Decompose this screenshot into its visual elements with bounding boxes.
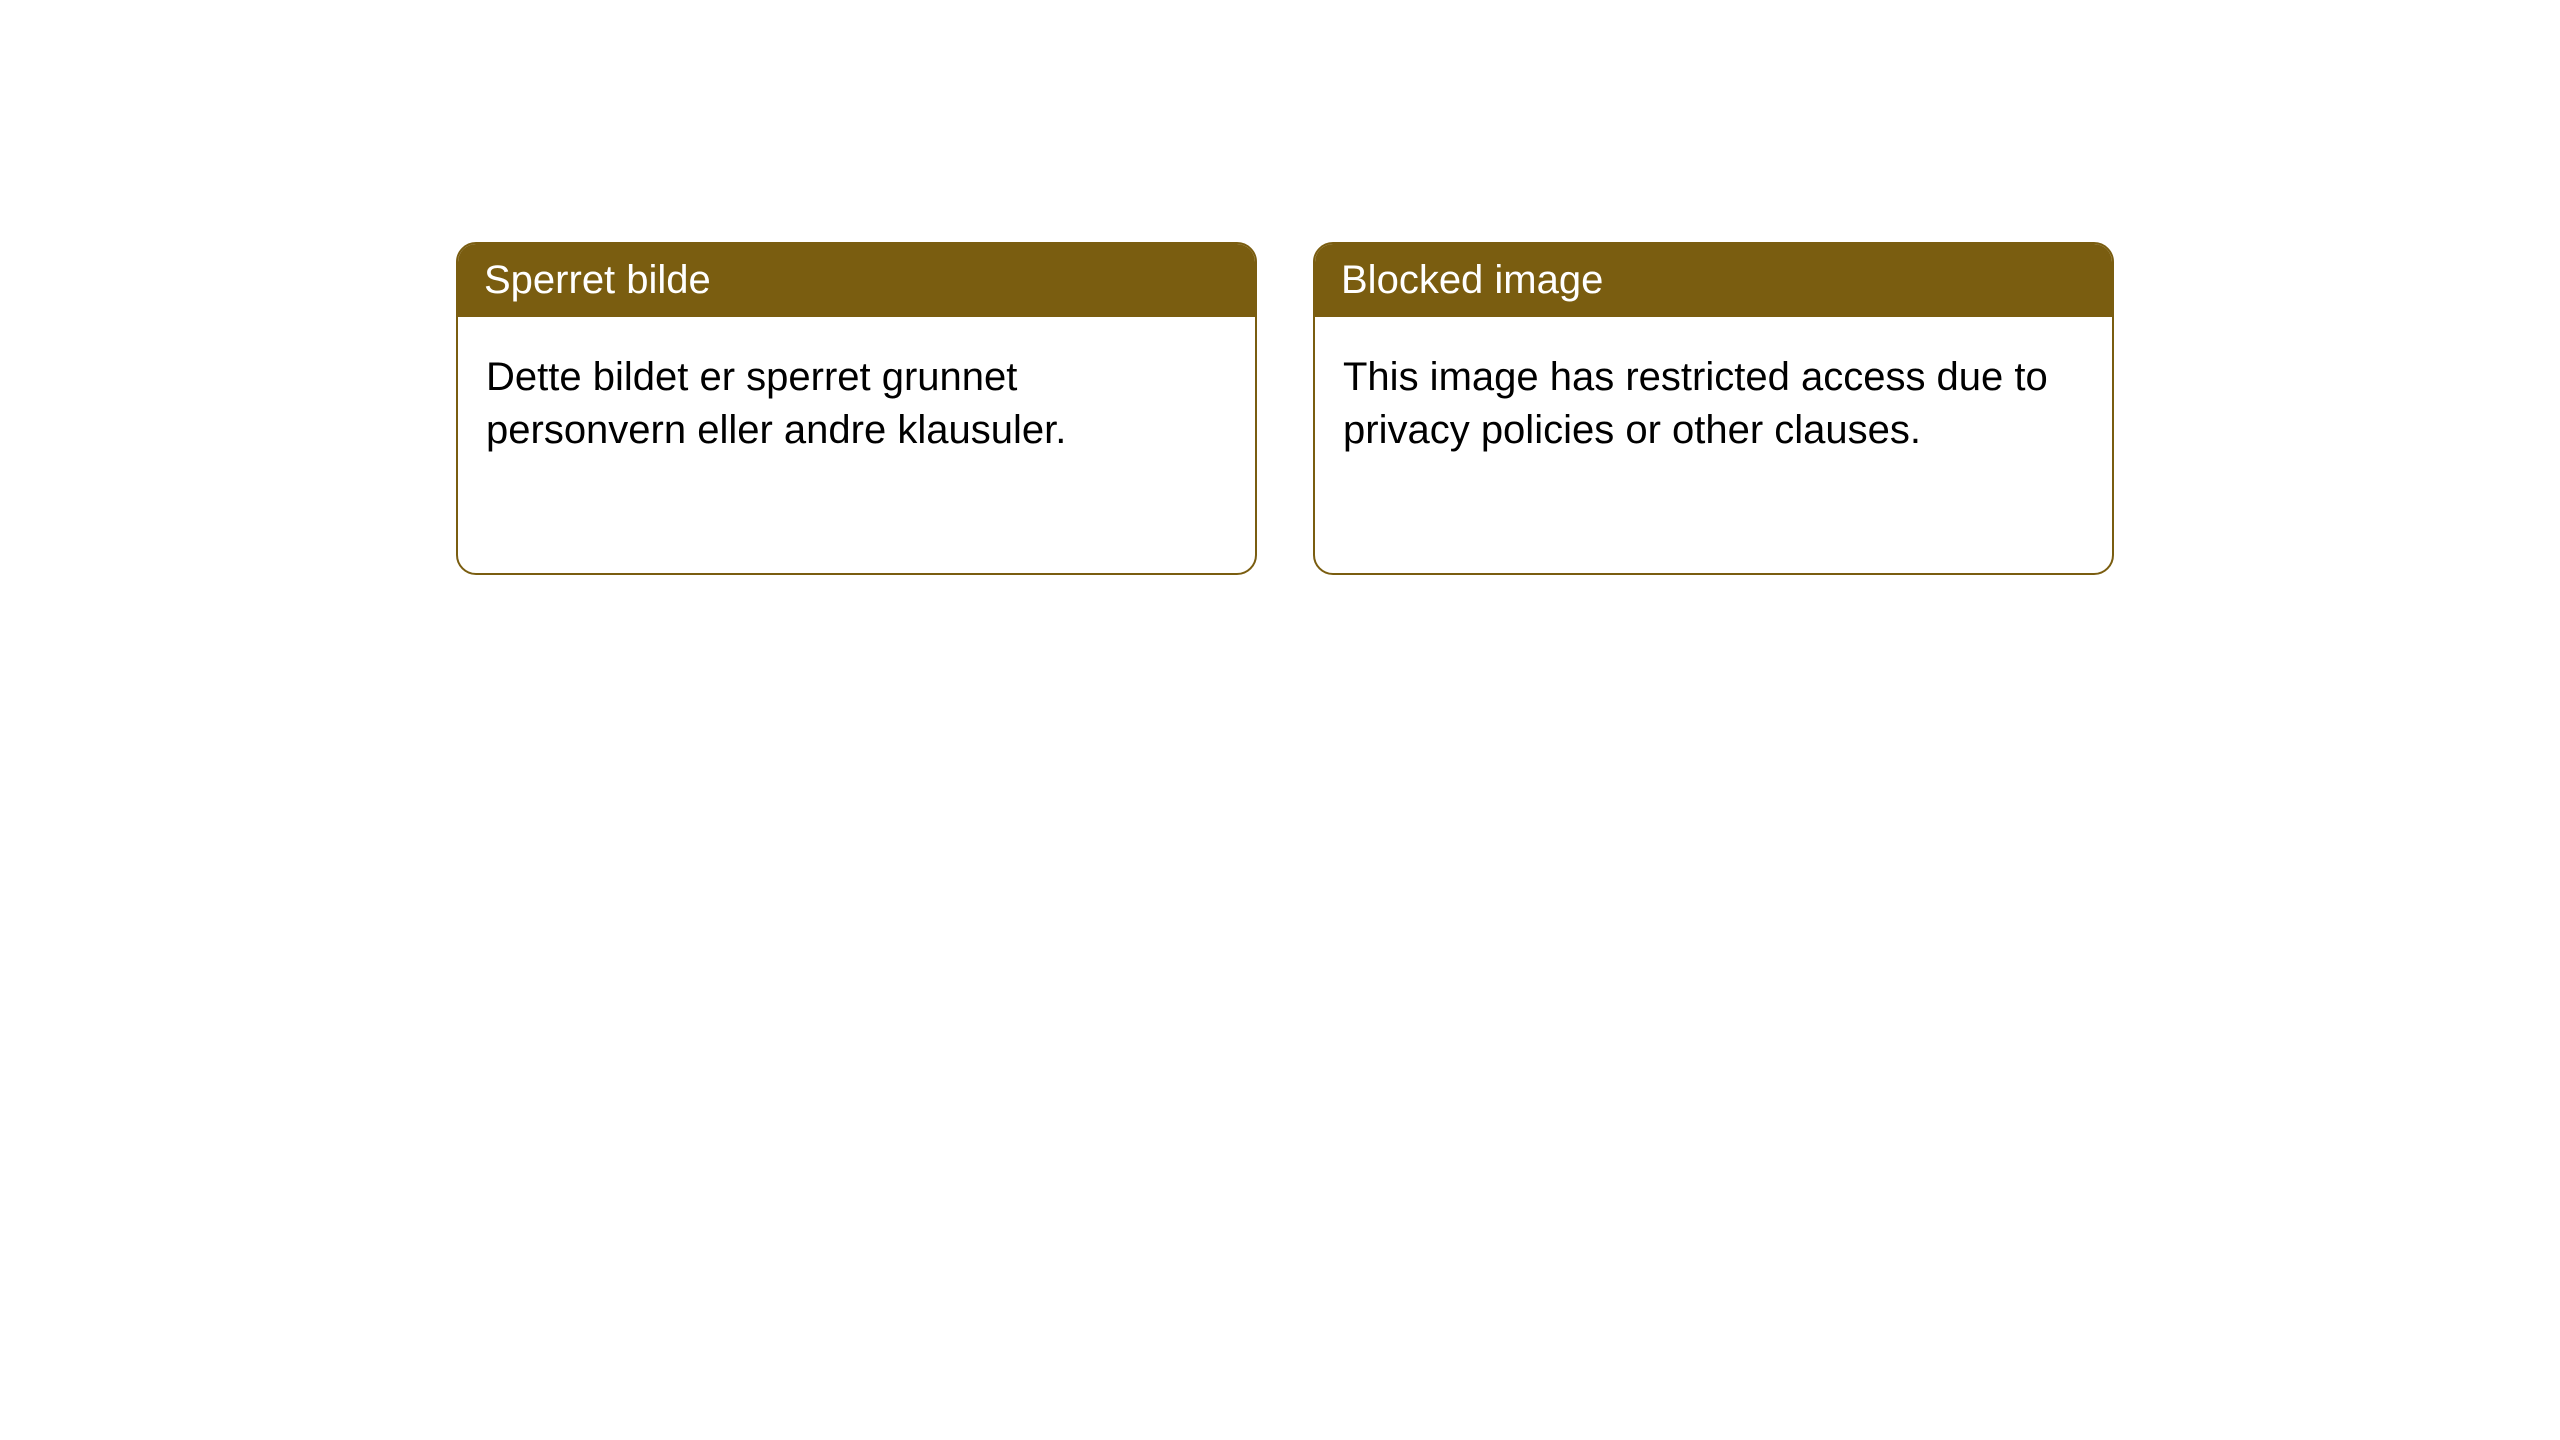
card-header: Sperret bilde (458, 244, 1255, 317)
card-header: Blocked image (1315, 244, 2112, 317)
notice-card-norwegian: Sperret bilde Dette bildet er sperret gr… (456, 242, 1257, 575)
card-title: Blocked image (1341, 258, 1603, 302)
card-title: Sperret bilde (484, 258, 711, 302)
card-body: Dette bildet er sperret grunnet personve… (458, 317, 1255, 491)
card-body: This image has restricted access due to … (1315, 317, 2112, 491)
card-body-text: This image has restricted access due to … (1343, 355, 2048, 452)
notice-cards-container: Sperret bilde Dette bildet er sperret gr… (456, 242, 2114, 575)
card-body-text: Dette bildet er sperret grunnet personve… (486, 355, 1066, 452)
notice-card-english: Blocked image This image has restricted … (1313, 242, 2114, 575)
